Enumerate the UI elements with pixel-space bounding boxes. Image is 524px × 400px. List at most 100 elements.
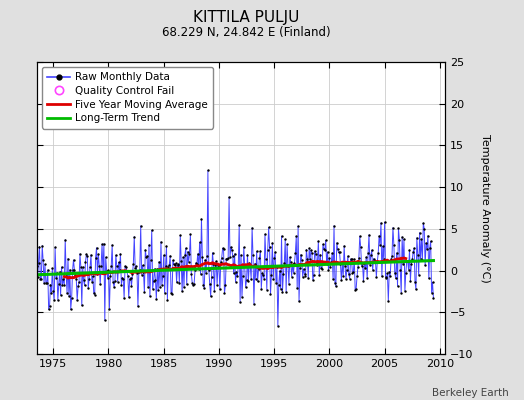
Point (151, 276, 160, 283)
Point (254, 266, 263, 272)
Point (182, 245, 190, 251)
Point (272, 280, 280, 286)
Point (373, 259, 381, 265)
Point (344, 253, 352, 259)
Point (35, 244, 43, 250)
Point (184, 258, 193, 265)
Point (317, 265, 325, 272)
Point (201, 257, 209, 263)
Point (39, 257, 47, 264)
Point (200, 285, 209, 292)
Point (394, 225, 402, 231)
Point (193, 261, 201, 267)
Point (73, 297, 81, 304)
Point (112, 252, 120, 258)
Point (306, 256, 314, 262)
Point (90, 290, 98, 296)
Point (234, 263, 243, 269)
Point (56, 269, 64, 275)
Point (268, 240, 277, 246)
Point (136, 267, 144, 273)
Point (286, 254, 294, 260)
Point (46, 281, 54, 288)
Point (99, 270, 107, 276)
Point (54, 281, 63, 287)
Point (320, 246, 328, 252)
Point (336, 261, 345, 267)
Point (326, 264, 334, 270)
Point (409, 249, 418, 255)
Point (294, 223, 302, 230)
Point (352, 286, 361, 292)
Point (362, 254, 370, 260)
Point (95, 263, 103, 269)
Point (390, 241, 398, 248)
Point (80, 277, 88, 283)
Point (253, 248, 261, 254)
Point (222, 255, 231, 262)
Point (331, 279, 339, 286)
Point (224, 255, 232, 262)
Point (59, 276, 68, 282)
Point (424, 232, 432, 239)
Point (421, 262, 429, 269)
Point (350, 256, 358, 262)
Point (235, 222, 243, 228)
Point (293, 285, 301, 291)
Point (321, 246, 329, 253)
Point (343, 266, 351, 273)
Point (214, 262, 222, 269)
Point (111, 278, 119, 284)
Point (366, 262, 374, 268)
Point (212, 258, 221, 264)
Point (46, 303, 54, 309)
Point (227, 247, 236, 254)
Point (364, 250, 372, 256)
Point (299, 266, 308, 272)
Point (37, 276, 46, 282)
Point (254, 278, 262, 284)
Point (85, 275, 93, 282)
Point (341, 263, 350, 270)
Point (80, 282, 89, 289)
Point (74, 283, 82, 290)
Point (246, 263, 255, 270)
Point (407, 261, 416, 267)
Point (232, 269, 241, 275)
Point (325, 255, 334, 262)
Point (121, 263, 129, 269)
Point (122, 264, 130, 270)
Point (70, 267, 79, 274)
Point (176, 232, 184, 238)
Point (219, 245, 227, 252)
Point (397, 290, 406, 296)
Point (153, 266, 161, 272)
Point (91, 254, 100, 261)
Point (284, 262, 292, 269)
Point (43, 267, 52, 273)
Point (380, 219, 389, 225)
Point (175, 280, 183, 286)
Point (189, 282, 198, 289)
Point (406, 278, 414, 284)
Point (124, 272, 132, 279)
Point (141, 247, 149, 253)
Point (180, 284, 188, 290)
Point (281, 236, 289, 243)
Point (58, 282, 67, 288)
Point (256, 248, 265, 254)
Point (277, 286, 285, 292)
Point (375, 233, 384, 239)
Point (172, 279, 181, 286)
Point (71, 272, 80, 279)
Point (109, 278, 117, 285)
Point (135, 268, 143, 275)
Point (428, 290, 436, 296)
Point (383, 270, 391, 276)
Point (221, 282, 230, 288)
Point (63, 290, 71, 296)
Point (211, 262, 220, 268)
Point (276, 268, 284, 274)
Point (160, 290, 169, 296)
Point (32, 262, 41, 269)
